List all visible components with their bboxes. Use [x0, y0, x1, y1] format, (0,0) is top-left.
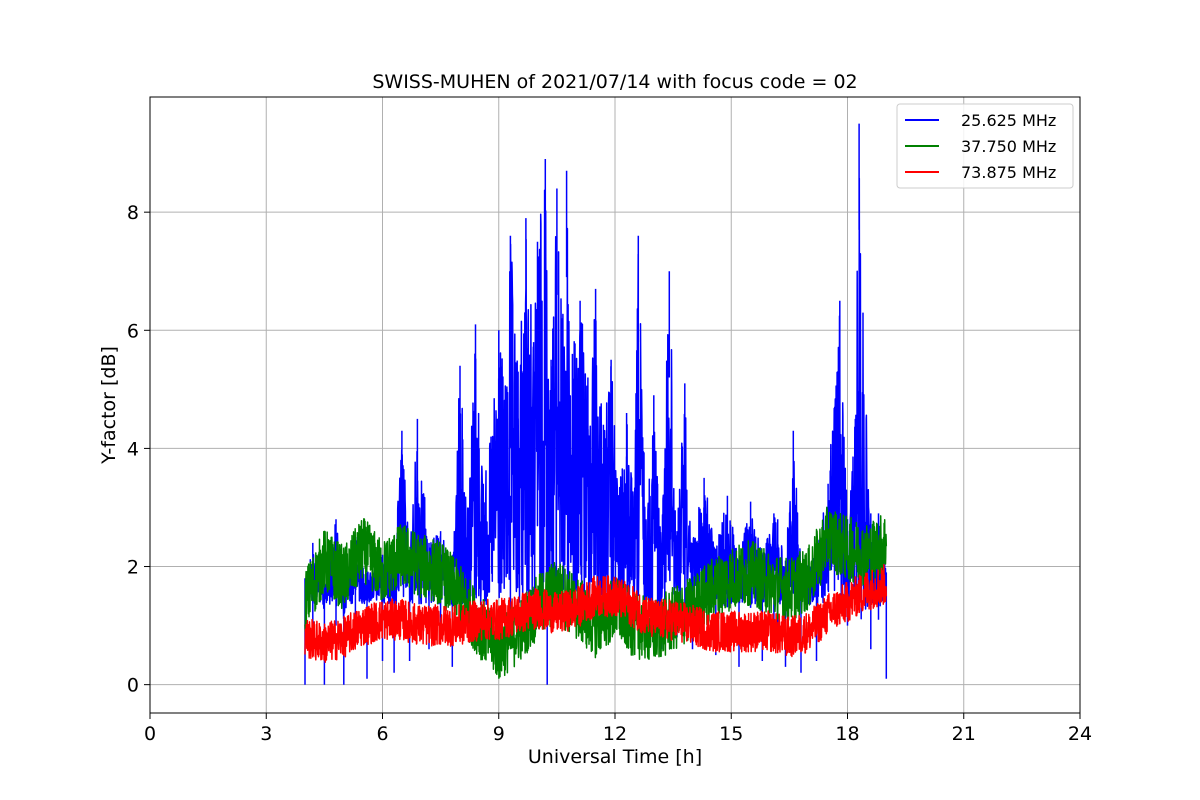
x-tick-label: 21 — [952, 723, 976, 745]
x-tick-label: 18 — [835, 723, 859, 745]
legend-label-3: 73.875 MHz — [961, 163, 1056, 182]
x-tick-label: 15 — [719, 723, 743, 745]
series-line-2 — [304, 506, 888, 679]
legend-label-1: 25.625 MHz — [961, 111, 1056, 130]
x-tick-label: 9 — [493, 723, 505, 745]
y-tick-label: 0 — [127, 675, 139, 697]
plot-lines — [304, 123, 888, 685]
y-tick-label: 2 — [127, 557, 139, 579]
y-tick-label: 8 — [127, 202, 139, 224]
legend-label-2: 37.750 MHz — [961, 137, 1056, 156]
y-tick-label: 4 — [127, 438, 139, 460]
y-tick-label: 6 — [127, 320, 139, 342]
legend: 25.625 MHz 37.750 MHz 73.875 MHz — [896, 103, 1074, 189]
y-axis-title: Y-factor [dB] — [98, 346, 120, 465]
x-tick-label: 6 — [376, 723, 388, 745]
x-tick-label: 3 — [260, 723, 272, 745]
x-tick-label: 24 — [1068, 723, 1092, 745]
x-tick-label: 0 — [144, 723, 156, 745]
series-line-3 — [304, 564, 888, 664]
legend-box — [896, 103, 1074, 189]
x-tick-label: 12 — [603, 723, 627, 745]
x-axis-title: Universal Time [h] — [528, 746, 702, 768]
chart-title: SWISS-MUHEN of 2021/07/14 with focus cod… — [372, 71, 857, 93]
